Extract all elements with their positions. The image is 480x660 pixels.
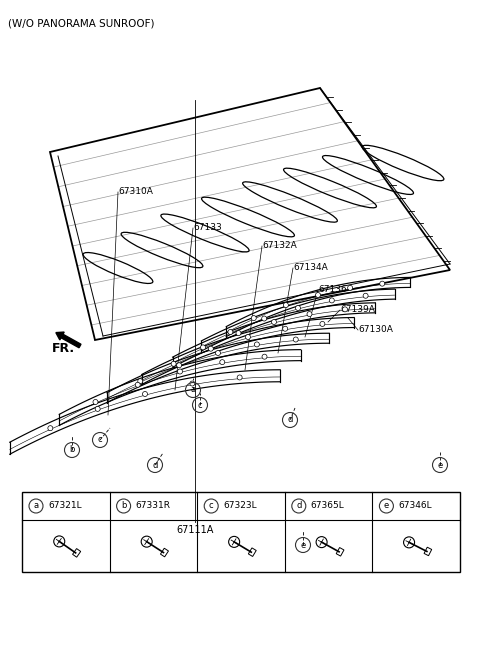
FancyArrow shape: [56, 332, 81, 348]
Bar: [22, 492, 460, 572]
Bar: [160, 548, 168, 557]
Text: b: b: [69, 446, 75, 455]
Text: 67321L: 67321L: [48, 502, 82, 510]
Text: 67139A: 67139A: [340, 306, 375, 315]
Circle shape: [296, 306, 300, 310]
Circle shape: [251, 315, 256, 321]
Text: 67136: 67136: [318, 286, 347, 294]
Circle shape: [228, 329, 233, 335]
Text: e: e: [437, 461, 443, 469]
Text: b: b: [121, 502, 126, 510]
Text: c: c: [98, 436, 102, 444]
Text: 67365L: 67365L: [311, 502, 345, 510]
Text: 67310A: 67310A: [118, 187, 153, 197]
Text: d: d: [288, 416, 293, 424]
Circle shape: [245, 335, 251, 339]
Text: 67323L: 67323L: [223, 502, 257, 510]
Circle shape: [329, 298, 334, 303]
Circle shape: [220, 360, 225, 364]
Text: d: d: [296, 502, 301, 510]
Bar: [72, 548, 81, 557]
Circle shape: [307, 312, 312, 317]
Circle shape: [237, 375, 242, 380]
Circle shape: [135, 382, 140, 387]
Text: 67130A: 67130A: [358, 325, 393, 335]
Circle shape: [363, 293, 368, 298]
Circle shape: [283, 326, 288, 331]
Text: 67133: 67133: [193, 224, 222, 232]
Circle shape: [208, 346, 213, 351]
Text: e: e: [300, 541, 306, 550]
Text: d: d: [152, 461, 158, 469]
Circle shape: [348, 285, 353, 290]
Text: (W/O PANORAMA SUNROOF): (W/O PANORAMA SUNROOF): [8, 18, 155, 28]
Text: 67111A: 67111A: [176, 525, 214, 535]
Text: 67134A: 67134A: [293, 263, 328, 273]
Circle shape: [138, 379, 143, 383]
Text: 67331R: 67331R: [135, 502, 170, 510]
Text: a: a: [34, 502, 38, 510]
Circle shape: [315, 292, 321, 298]
Circle shape: [272, 319, 276, 325]
Text: c: c: [209, 502, 214, 510]
Text: 67132A: 67132A: [262, 242, 297, 251]
Text: FR.: FR.: [52, 341, 75, 354]
Bar: [424, 547, 432, 556]
Circle shape: [254, 342, 259, 347]
Text: c: c: [198, 401, 202, 409]
Circle shape: [201, 345, 205, 350]
Text: e: e: [384, 502, 389, 510]
Circle shape: [283, 302, 288, 308]
Circle shape: [178, 369, 182, 374]
Circle shape: [93, 399, 98, 405]
Circle shape: [95, 407, 100, 411]
Circle shape: [380, 281, 385, 286]
Text: a: a: [191, 385, 195, 395]
Text: 67346L: 67346L: [398, 502, 432, 510]
Circle shape: [236, 331, 241, 335]
Circle shape: [262, 316, 267, 321]
Circle shape: [343, 307, 348, 312]
Circle shape: [143, 391, 147, 397]
Bar: [248, 548, 256, 556]
Circle shape: [262, 354, 267, 359]
Circle shape: [320, 321, 325, 327]
Circle shape: [171, 361, 176, 366]
Circle shape: [48, 426, 53, 431]
Circle shape: [177, 363, 181, 368]
Circle shape: [216, 350, 220, 356]
Bar: [336, 548, 344, 556]
Circle shape: [190, 381, 195, 386]
Circle shape: [293, 337, 298, 342]
